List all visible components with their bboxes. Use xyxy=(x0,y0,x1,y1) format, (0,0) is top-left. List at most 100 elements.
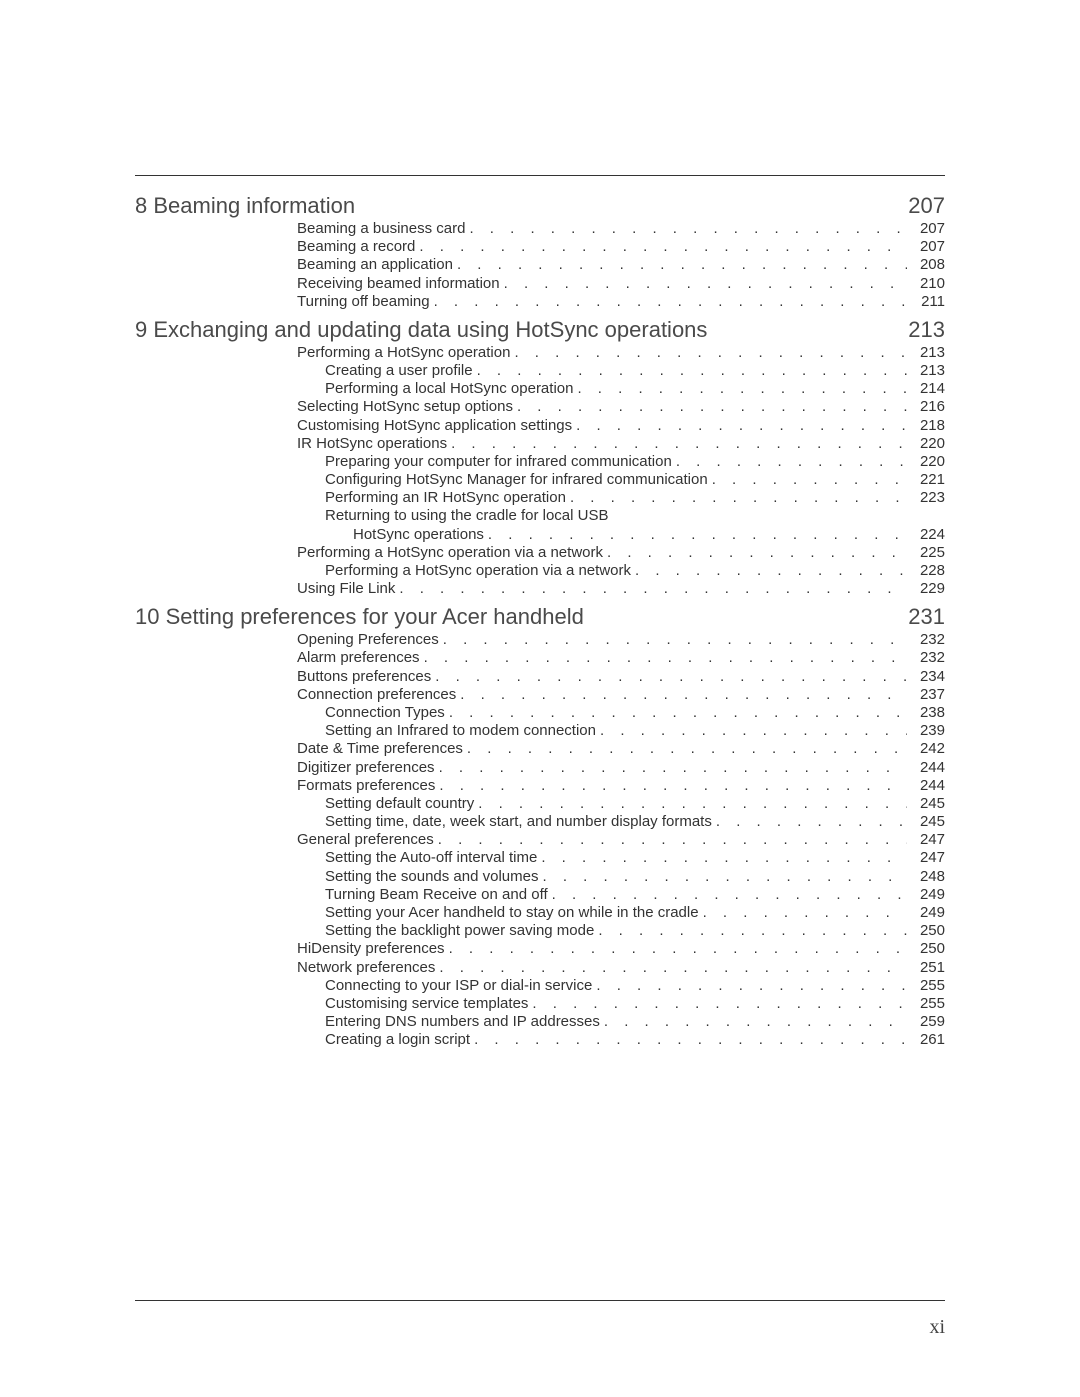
toc-entry-page: 245 xyxy=(911,796,945,811)
toc-dot-leader xyxy=(517,399,907,414)
toc-entry: Creating a user profile213 xyxy=(135,363,945,378)
toc-entry: Preparing your computer for infrared com… xyxy=(135,454,945,469)
toc-entry-page: 239 xyxy=(911,723,945,738)
toc-dot-leader xyxy=(449,705,907,720)
toc-dot-leader xyxy=(457,257,907,272)
toc-entry-text: Connection preferences xyxy=(297,687,456,702)
toc-entry: Alarm preferences 232 xyxy=(135,650,945,665)
toc-entry: Entering DNS numbers and IP addresses259 xyxy=(135,1014,945,1029)
toc-dot-leader xyxy=(542,869,907,884)
toc-dot-leader xyxy=(460,687,907,702)
toc-entry-text: General preferences xyxy=(297,832,434,847)
toc-entry-page: 244 xyxy=(911,778,945,793)
toc-entry-text: Beaming a business card xyxy=(297,221,465,236)
toc-entry: Digitizer preferences244 xyxy=(135,760,945,775)
toc-dot-leader xyxy=(600,723,907,738)
toc-dot-leader xyxy=(577,381,907,396)
toc-dot-leader xyxy=(570,490,907,505)
chapter: 10 Setting preferences for your Acer han… xyxy=(135,606,945,1047)
toc-entry-page: 218 xyxy=(911,418,945,433)
toc-entry-page: 244 xyxy=(911,760,945,775)
toc-entry-page: 249 xyxy=(911,905,945,920)
toc-dot-leader xyxy=(712,472,907,487)
toc-entry-text: Performing a HotSync operation via a net… xyxy=(297,545,603,560)
toc-dot-leader xyxy=(434,294,907,309)
toc-entry-text: Setting time, date, week start, and numb… xyxy=(325,814,712,829)
toc-entry-text: Performing a HotSync operation xyxy=(297,345,510,360)
toc-entry: Setting default country245 xyxy=(135,796,945,811)
toc-entry-text: HotSync operations xyxy=(353,527,484,542)
toc-entry-page: 224 xyxy=(911,527,945,542)
toc-entry-text: Receiving beamed information xyxy=(297,276,500,291)
toc-dot-leader xyxy=(552,887,907,902)
toc-dot-leader xyxy=(596,978,907,993)
toc-entry-page: 223 xyxy=(911,490,945,505)
toc-dot-leader xyxy=(424,650,907,665)
toc-entry-page: 229 xyxy=(911,581,945,596)
toc-entry-page: 207 xyxy=(911,239,945,254)
chapter-heading: 8 Beaming information207 xyxy=(135,195,945,217)
toc-entry: Formats preferences244 xyxy=(135,778,945,793)
toc-entry: Setting an Infrared to modem connection 2… xyxy=(135,723,945,738)
toc-entry-text: Turning off beaming xyxy=(297,294,430,309)
toc-entry-text: Alarm preferences xyxy=(297,650,420,665)
toc-entry-text: Setting an Infrared to modem connection xyxy=(325,723,596,738)
toc-entry: Using File Link 229 xyxy=(135,581,945,596)
toc-entry: Selecting HotSync setup options216 xyxy=(135,399,945,414)
toc-dot-leader xyxy=(607,545,907,560)
toc-dot-leader xyxy=(474,1032,907,1047)
toc-entry: Returning to using the cradle for local … xyxy=(135,508,945,523)
toc-entry-text: Preparing your computer for infrared com… xyxy=(325,454,672,469)
toc-entry-page: 210 xyxy=(911,276,945,291)
toc-dot-leader xyxy=(439,760,907,775)
toc-dot-leader xyxy=(576,418,907,433)
toc-entry: Connection preferences237 xyxy=(135,687,945,702)
toc-entry-text: Performing an IR HotSync operation xyxy=(325,490,566,505)
toc-entry-page: 234 xyxy=(911,669,945,684)
chapter-page: 207 xyxy=(908,195,945,217)
toc-entry: Opening Preferences 232 xyxy=(135,632,945,647)
chapter: 8 Beaming information207 Beaming a busine… xyxy=(135,195,945,309)
toc-entry-page: 232 xyxy=(911,632,945,647)
toc-entry: Network preferences251 xyxy=(135,960,945,975)
toc-dot-leader xyxy=(488,527,907,542)
toc-entry-page: 220 xyxy=(911,436,945,451)
toc-entry: Configuring HotSync Manager for infrared… xyxy=(135,472,945,487)
toc-content: 8 Beaming information207 Beaming a busine… xyxy=(135,195,945,1047)
toc-entry-page: 255 xyxy=(911,978,945,993)
chapter-title: 9 Exchanging and updating data using Hot… xyxy=(135,319,707,341)
toc-entry-page: 232 xyxy=(911,650,945,665)
toc-entry: Performing a HotSync operation via a net… xyxy=(135,545,945,560)
chapter-title: 10 Setting preferences for your Acer han… xyxy=(135,606,584,628)
toc-dot-leader xyxy=(532,996,907,1011)
chapter: 9 Exchanging and updating data using Hot… xyxy=(135,319,945,596)
toc-entry-page: 250 xyxy=(911,923,945,938)
toc-dot-leader xyxy=(439,778,907,793)
toc-entry: Setting the Auto-off interval time247 xyxy=(135,850,945,865)
toc-entry-text: Configuring HotSync Manager for infrared… xyxy=(325,472,708,487)
toc-entry-page: 255 xyxy=(911,996,945,1011)
toc-dot-leader xyxy=(478,796,907,811)
toc-dot-leader xyxy=(716,814,907,829)
toc-entry: Performing an IR HotSync operation 223 xyxy=(135,490,945,505)
toc-entry-text: Creating a login script xyxy=(325,1032,470,1047)
toc-dot-leader xyxy=(467,741,907,756)
toc-entry-text: Buttons preferences xyxy=(297,669,431,684)
toc-entry-page: 211 xyxy=(911,294,945,309)
toc-entry-text: Opening Preferences xyxy=(297,632,439,647)
toc-entry-page: 207 xyxy=(911,221,945,236)
toc-entry-text: Connecting to your ISP or dial-in servic… xyxy=(325,978,592,993)
toc-entry-text: Using File Link xyxy=(297,581,395,596)
toc-dot-leader xyxy=(604,1014,907,1029)
toc-page: 8 Beaming information207 Beaming a busine… xyxy=(0,0,1080,1397)
toc-entry-text: HiDensity preferences xyxy=(297,941,445,956)
toc-entry: Connecting to your ISP or dial-in servic… xyxy=(135,978,945,993)
chapter-page: 213 xyxy=(908,319,945,341)
toc-entry-text: Returning to using the cradle for local … xyxy=(325,508,608,523)
toc-entry: Beaming a business card 207 xyxy=(135,221,945,236)
toc-entry-text: Beaming a record xyxy=(297,239,415,254)
toc-entry-page: 225 xyxy=(911,545,945,560)
toc-dot-leader xyxy=(703,905,907,920)
page-number: xi xyxy=(929,1316,945,1339)
toc-entry-page: 213 xyxy=(911,363,945,378)
